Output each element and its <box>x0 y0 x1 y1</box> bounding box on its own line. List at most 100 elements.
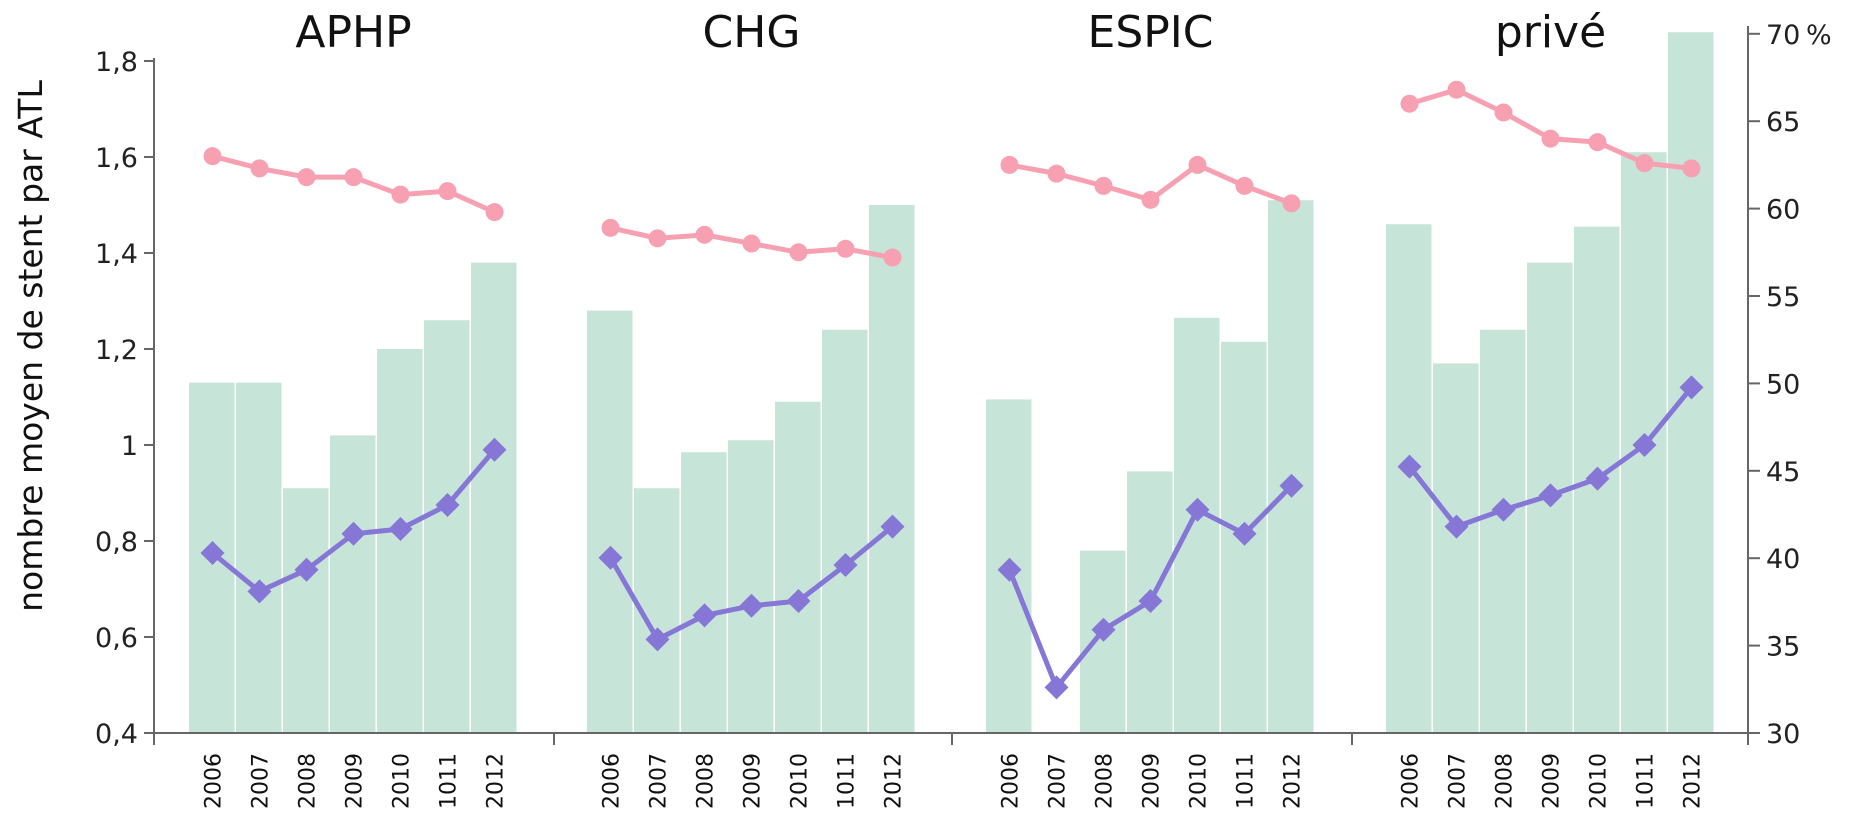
labels-layer: 0,4 0,6 0,8 1 1,2 1,4 1,6 1,8 30 35 40 45 50 55 60 65 70… <box>11 7 1832 809</box>
x-tick-label: 2009 <box>1540 753 1565 809</box>
circle-marker-1-2 <box>695 225 714 244</box>
diamond-marker-0-1 <box>247 579 272 604</box>
bar-2-4 <box>1174 317 1220 733</box>
x-tick-label: 2008 <box>1493 753 1518 809</box>
circle-marker-1-1 <box>648 229 667 248</box>
circle-marker-3-4 <box>1588 133 1607 152</box>
circle-marker-3-1 <box>1447 80 1466 99</box>
group-title-0: APHP <box>295 7 411 58</box>
x-tick-label: 2009 <box>1140 753 1165 809</box>
circle-marker-2-2 <box>1094 176 1113 195</box>
x-tick-label: 2008 <box>1093 753 1118 809</box>
diamond-marker-1-3 <box>739 593 764 618</box>
y-left-tick-label: 0,8 <box>95 527 138 558</box>
diamond-marker-3-5 <box>1632 433 1657 457</box>
bar-1-6 <box>869 205 915 733</box>
bar-2-6 <box>1268 200 1314 733</box>
group-title-1: CHG <box>703 7 801 58</box>
bar-0-1 <box>236 382 282 733</box>
circle-marker-3-0 <box>1400 94 1419 113</box>
x-tick-label: 2007 <box>1446 753 1471 809</box>
circle-marker-2-1 <box>1047 164 1066 183</box>
axes-layer <box>144 26 1760 745</box>
lines-layer <box>200 80 1704 700</box>
group-title-3: privé <box>1495 7 1606 58</box>
circle-marker-1-4 <box>789 243 808 262</box>
y-right-tick-label: 55 <box>1766 282 1800 313</box>
x-tick-label: 2012 <box>1681 753 1706 809</box>
circle-marker-1-0 <box>601 218 620 237</box>
y-left-tick-label: 0,4 <box>95 719 138 750</box>
bar-1-2 <box>681 452 727 733</box>
group-title-2: ESPIC <box>1088 7 1214 58</box>
diamond-marker-3-2 <box>1491 497 1516 522</box>
x-tick-label: 1011 <box>1234 753 1259 809</box>
bar-1-5 <box>822 329 868 733</box>
circle-marker-0-6 <box>485 203 504 222</box>
circle-marker-0-3 <box>344 168 363 187</box>
bar-3-0 <box>1386 224 1432 733</box>
x-tick-label: 2008 <box>296 753 321 809</box>
circle-marker-2-0 <box>1000 155 1019 174</box>
y-right-tick-label: 35 <box>1766 632 1800 663</box>
y-left-tick-label: 1 <box>121 431 138 462</box>
diamond-marker-3-1 <box>1444 514 1469 539</box>
y-right-tick-label: 40 <box>1766 544 1800 575</box>
y-right-tick-label: 60 <box>1766 195 1800 226</box>
diamond-marker-1-1 <box>645 627 670 652</box>
bar-3-2 <box>1480 329 1526 733</box>
circle-marker-3-5 <box>1635 154 1654 173</box>
x-tick-label: 2012 <box>1281 753 1306 809</box>
diamond-marker-0-6 <box>482 437 507 462</box>
x-tick-label: 1011 <box>835 753 860 809</box>
x-tick-label: 2010 <box>788 753 813 809</box>
bar-0-6 <box>471 262 517 733</box>
x-tick-label: 2007 <box>1046 753 1071 809</box>
circle-marker-0-4 <box>391 185 410 204</box>
diamond-marker-2-0 <box>997 557 1022 582</box>
circle-marker-1-6 <box>883 248 902 267</box>
diamond-marker-2-4 <box>1185 497 1210 522</box>
y-left-tick-label: 1,6 <box>95 143 138 174</box>
x-tick-label: 2012 <box>484 753 509 809</box>
x-tick-label: 2009 <box>343 753 368 809</box>
bar-0-4 <box>377 349 423 733</box>
x-tick-label: 2007 <box>249 753 274 809</box>
diamond-marker-2-3 <box>1138 589 1163 613</box>
x-tick-label: 2010 <box>1587 753 1612 809</box>
x-tick-label: 2006 <box>1399 753 1424 809</box>
circle-marker-1-3 <box>742 234 761 253</box>
diamond-marker-1-2 <box>692 603 717 628</box>
circle-marker-3-2 <box>1494 103 1513 122</box>
x-tick-label: 2007 <box>647 753 672 809</box>
diamond-marker-2-1 <box>1044 675 1069 700</box>
diamond-marker-0-4 <box>388 517 413 541</box>
diamond-marker-0-5 <box>435 493 460 517</box>
diamond-marker-0-0 <box>200 541 225 565</box>
y-right-tick-label: 50 <box>1766 369 1800 400</box>
circle-marker-0-5 <box>438 182 457 201</box>
x-tick-label: 2010 <box>1187 753 1212 809</box>
diamond-marker-2-6 <box>1279 473 1304 498</box>
diamond-marker-0-2 <box>294 557 319 582</box>
y-left-tick-label: 1,4 <box>95 239 138 270</box>
y-left-tick-label: 1,8 <box>95 47 138 78</box>
bars-layer <box>189 32 1714 733</box>
diamond-marker-1-5 <box>833 553 858 577</box>
x-tick-label: 1011 <box>1634 753 1659 809</box>
bar-0-3 <box>330 435 376 733</box>
diamond-marker-1-4 <box>786 589 811 613</box>
circle-marker-3-3 <box>1541 129 1560 148</box>
circle-marker-0-0 <box>203 147 222 166</box>
x-tick-label: 2009 <box>741 753 766 809</box>
diamond-marker-3-0 <box>1397 454 1422 479</box>
y-left-axis-title: nombre moyen de stent par ATL <box>11 80 50 612</box>
bar-2-2 <box>1080 550 1126 733</box>
circle-marker-2-6 <box>1282 194 1301 213</box>
x-tick-label: 1011 <box>437 753 462 809</box>
x-tick-label: 2006 <box>202 753 227 809</box>
bar-1-0 <box>587 310 633 733</box>
diamond-marker-3-6 <box>1679 375 1704 400</box>
bar-0-2 <box>283 488 329 733</box>
